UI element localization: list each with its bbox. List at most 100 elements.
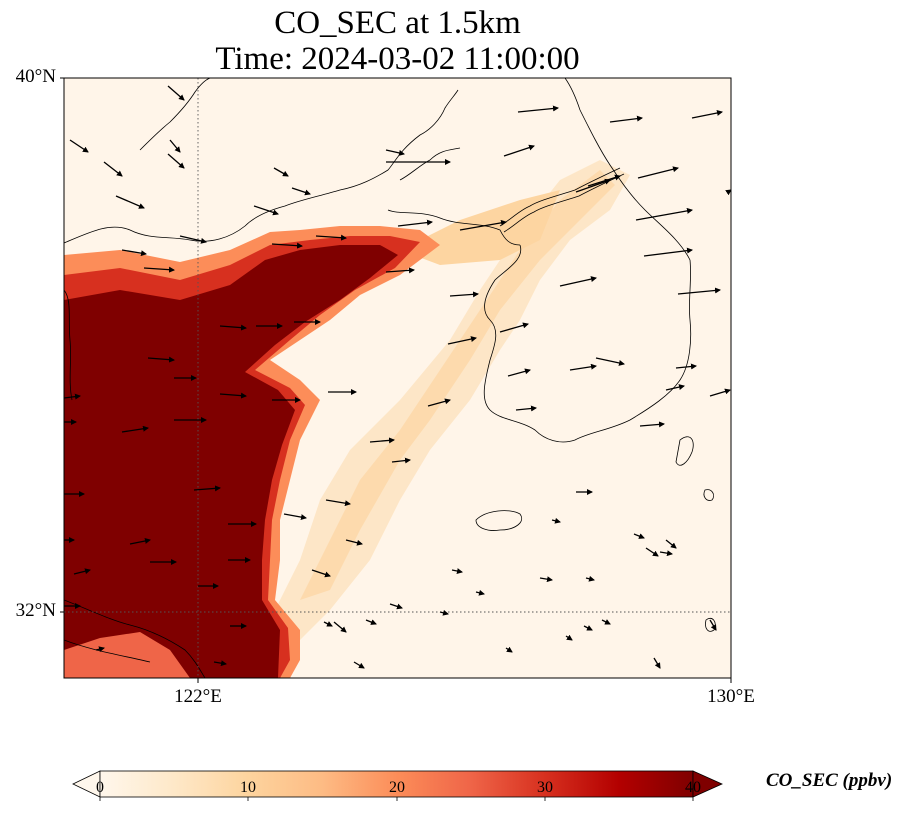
wind-arrow <box>515 405 537 412</box>
plume-southwest-lobe <box>64 632 190 678</box>
wind-arrow <box>315 234 347 241</box>
wind-arrow <box>517 105 559 113</box>
wind-arrow <box>551 517 561 524</box>
colorbar-tick-30: 30 <box>537 779 553 796</box>
colorbar-ticks <box>99 797 694 801</box>
wind-arrow <box>69 139 89 153</box>
wind-arrow <box>645 547 659 557</box>
wind-arrow <box>333 621 347 633</box>
map-frame <box>63 77 732 679</box>
wind-arrow <box>643 247 693 257</box>
wind-arrow <box>219 392 247 399</box>
wind-arrow <box>353 661 365 669</box>
wind-arrow <box>219 324 247 331</box>
wind-arrow <box>539 576 553 583</box>
wind-arrow <box>193 485 221 492</box>
wind-arrow <box>665 384 685 391</box>
wind-arrow <box>677 287 721 295</box>
wind-arrow <box>147 356 175 363</box>
wind-arrow <box>129 538 151 545</box>
wind-arrow <box>391 457 411 464</box>
lon-label-130e: 130°E <box>707 686 755 707</box>
wind-arrow <box>427 398 451 407</box>
wind-arrow <box>709 619 717 631</box>
wind-arrow <box>167 153 185 169</box>
colorbar <box>72 770 723 801</box>
chart-subtitle-time: Time: 2024-03-02 11:00:00 <box>215 41 580 77</box>
plume-core <box>64 245 398 678</box>
wind-arrow <box>659 550 673 557</box>
lon-label-122e: 122°E <box>174 686 222 707</box>
wind-arrow <box>559 276 597 287</box>
wind-arrow <box>271 242 303 249</box>
wind-arrow <box>64 393 81 400</box>
wind-arrow <box>95 646 105 653</box>
wind-arrow <box>569 363 597 371</box>
wind-arrow <box>273 167 289 177</box>
wind-arrow <box>121 425 149 433</box>
wind-arrow <box>325 499 351 507</box>
wind-arrow <box>143 266 175 273</box>
wind-arrow <box>503 144 535 157</box>
wind-arrow <box>565 634 573 641</box>
wind-arrow <box>389 603 403 610</box>
wind-arrow <box>253 205 279 216</box>
wind-arrow <box>507 368 531 377</box>
wind-arrow <box>675 363 697 370</box>
wind-arrow <box>449 291 479 298</box>
wind-arrow <box>311 569 331 578</box>
wind-arrow <box>575 178 611 193</box>
wind-arrow <box>639 421 665 428</box>
colorbar-gradient <box>99 770 694 798</box>
wind-arrow <box>585 575 595 582</box>
wind-arrow <box>385 267 415 274</box>
wind-arrow <box>587 174 621 187</box>
colorbar-tick-10: 10 <box>240 779 256 796</box>
wind-arrow <box>475 589 485 596</box>
wind-arrow <box>633 533 645 539</box>
colorbar-tick-20: 20 <box>389 779 405 796</box>
wind-arrow <box>451 568 463 574</box>
lat-label-32n: 32°N <box>15 600 56 621</box>
wind-arrow <box>169 139 181 153</box>
lat-label-40n: 40°N <box>15 66 56 87</box>
wind-arrow <box>653 657 661 669</box>
wind-arrow <box>103 161 123 177</box>
colorbar-extend-max <box>692 770 723 798</box>
map-area <box>64 78 731 678</box>
wind-arrow <box>595 357 625 366</box>
wind-arrow <box>609 115 643 123</box>
colorbar-tick-0: 0 <box>96 779 104 796</box>
wind-arrow <box>439 609 449 616</box>
colorbar-label: CO_SEC (ppbv) <box>766 770 893 791</box>
wind-arrow <box>709 388 731 397</box>
wind-arrow <box>397 219 433 227</box>
wind-vectors <box>64 85 731 669</box>
wind-arrow <box>637 166 679 179</box>
wind-arrow <box>635 207 693 221</box>
wind-arrow <box>447 336 477 345</box>
wind-arrow <box>499 322 529 333</box>
wind-arrow <box>665 539 677 549</box>
wind-arrow <box>505 646 513 653</box>
wind-arrow <box>459 219 507 231</box>
wind-arrow <box>167 85 185 101</box>
wind-arrow <box>291 187 311 196</box>
wind-arrow <box>601 619 611 625</box>
wind-arrow <box>323 621 333 627</box>
wind-arrow <box>73 568 91 575</box>
wind-arrow <box>213 660 227 667</box>
colorbar-tick-40: 40 <box>685 779 701 796</box>
wind-arrow <box>179 235 207 244</box>
wind-arrow <box>385 149 405 156</box>
wind-arrow <box>691 110 723 119</box>
axis-ticks <box>60 77 732 683</box>
wind-arrow <box>583 625 593 631</box>
wind-arrow <box>283 513 307 521</box>
gridlines <box>64 78 731 678</box>
wind-arrow <box>345 539 363 546</box>
wind-arrow <box>121 249 147 257</box>
wind-arrow <box>115 195 145 209</box>
wind-arrow <box>365 619 377 625</box>
chart-title: CO_SEC at 1.5km <box>274 5 521 41</box>
